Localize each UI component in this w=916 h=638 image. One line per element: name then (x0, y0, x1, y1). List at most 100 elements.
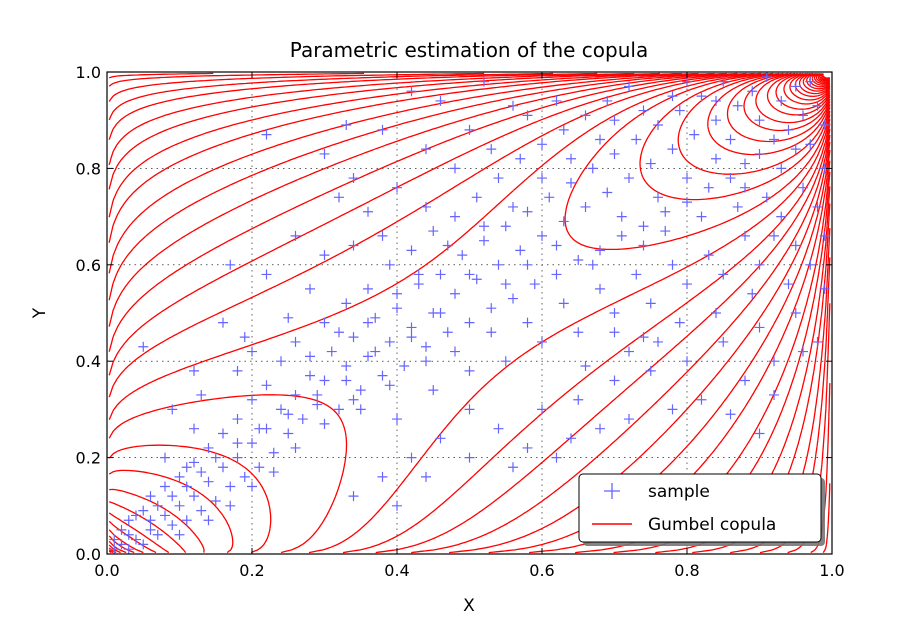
sample-point (334, 192, 344, 203)
sample-point (522, 317, 533, 328)
sample-point (479, 235, 489, 246)
sample-point (682, 197, 692, 208)
sample-point (566, 153, 576, 164)
sample-point (711, 95, 721, 106)
sample-point (769, 134, 779, 145)
sample-point (377, 370, 388, 381)
sample-point (653, 192, 663, 203)
sample-point (508, 462, 518, 473)
sample-point (515, 245, 526, 256)
sample-point (435, 269, 446, 280)
contour-line (108, 72, 831, 554)
sample-point (790, 240, 801, 251)
sample-point (392, 414, 402, 425)
sample-point (566, 177, 576, 188)
sample-point (558, 124, 569, 135)
sample-point (812, 100, 823, 111)
sample-point (406, 332, 417, 343)
sample-point (638, 332, 649, 343)
sample-point (769, 389, 779, 400)
x-tick-label: 1.0 (819, 561, 844, 580)
sample-point (189, 491, 199, 502)
sample-point (812, 336, 823, 347)
sample-point (616, 211, 627, 222)
sample-point (399, 361, 410, 372)
sample-point (406, 245, 417, 256)
sample-point (609, 308, 620, 318)
sample-point (464, 124, 475, 135)
sample-point (551, 452, 562, 463)
sample-point (145, 524, 156, 535)
sample-point (660, 226, 671, 237)
sample-point (798, 182, 808, 193)
sample-point (167, 491, 178, 502)
contour-line (108, 72, 831, 554)
sample-point (254, 462, 265, 473)
sample-point (203, 515, 214, 526)
sample-point (109, 534, 120, 545)
sample-point (174, 529, 185, 540)
sample-point (718, 336, 729, 347)
sample-point (435, 95, 446, 106)
sample-point (348, 332, 359, 343)
sample-point (138, 539, 149, 550)
chart-title: Parametric estimation of the copula (290, 38, 648, 62)
sample-point (218, 428, 228, 439)
sample-point (740, 158, 750, 169)
sample-point (638, 221, 649, 232)
sample-point (225, 259, 236, 270)
sample-point (573, 327, 584, 338)
sample-point (363, 283, 373, 294)
sample-point (696, 394, 707, 405)
sample-point (566, 433, 576, 444)
sample-point (725, 173, 736, 184)
sample-point (247, 481, 257, 492)
sample-point (602, 95, 613, 106)
sample-point (167, 404, 178, 415)
sample-point (167, 520, 178, 531)
sample-point (384, 259, 395, 270)
sample-point (232, 414, 243, 425)
sample-point (435, 308, 446, 318)
sample-point (457, 250, 468, 261)
sample-point (703, 182, 714, 193)
x-axis-label: X (463, 596, 475, 616)
sample-point (348, 491, 359, 502)
sample-point (189, 423, 199, 434)
sample-point (769, 356, 779, 367)
sample-point (609, 148, 620, 159)
sample-point (595, 423, 605, 434)
sample-point (631, 134, 642, 145)
sample-point (573, 394, 584, 405)
sample-point (218, 462, 228, 473)
sample-point (334, 404, 344, 415)
sample-point (392, 182, 402, 193)
sample-point (334, 327, 344, 338)
sample-point (442, 240, 453, 251)
y-tick-label: 0.6 (76, 256, 101, 275)
sample-point (595, 245, 605, 256)
plot-frame (106, 71, 833, 555)
sample-point (486, 144, 497, 155)
legend-sample-label: sample (648, 482, 710, 502)
sample-point (160, 510, 170, 521)
sample-point (116, 524, 127, 535)
sample-point (689, 129, 700, 140)
sample-point (587, 163, 598, 174)
sample-point (464, 365, 475, 376)
sample-point (363, 317, 373, 328)
sample-point (522, 442, 533, 453)
sample-point (464, 452, 475, 463)
sample-points (109, 71, 830, 555)
sample-point (196, 467, 207, 478)
sample-point (819, 230, 830, 241)
sample-point (392, 288, 402, 299)
sample-point (638, 105, 649, 116)
x-tick-label: 0.6 (529, 561, 554, 580)
sample-point (239, 332, 250, 343)
sample-point (754, 148, 765, 159)
legend: sample Gumbel copula (578, 473, 825, 546)
sample-point (174, 471, 185, 482)
contour-line (108, 72, 831, 554)
sample-point (711, 308, 721, 318)
